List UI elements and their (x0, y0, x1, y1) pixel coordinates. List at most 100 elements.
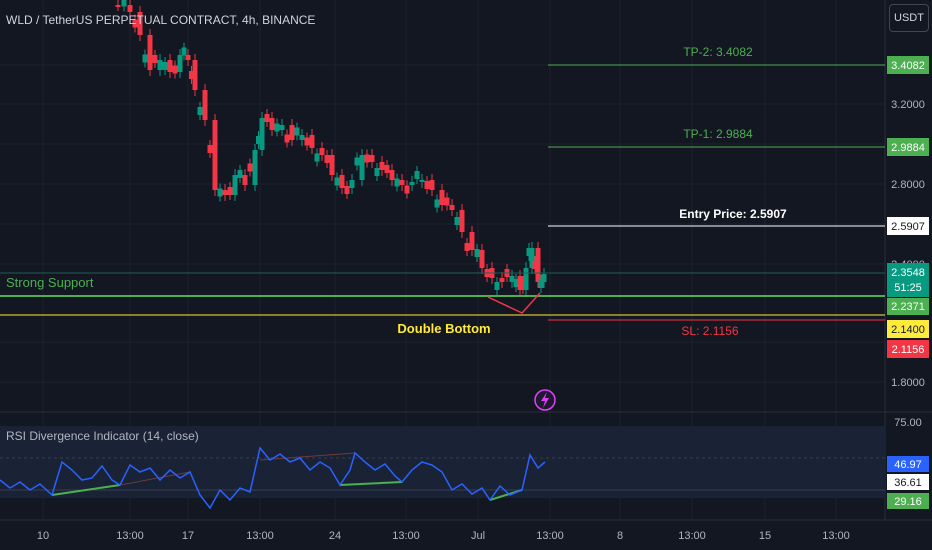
candle-body (364, 154, 370, 163)
entry-price-tag: 2.5907 (887, 217, 929, 235)
candle-body (529, 248, 535, 268)
candle-body (127, 5, 133, 12)
candle-body (137, 12, 143, 35)
candle-body (256, 136, 261, 144)
current-price-tag: 2.3548 51:25 (887, 263, 929, 297)
candle-body (269, 118, 275, 130)
candle-body (354, 157, 360, 166)
sl-price-tag: 2.1156 (887, 340, 929, 358)
candle-body (513, 279, 519, 287)
candle-body (454, 217, 460, 225)
price-tick-1-8: 1.8000 (891, 377, 925, 389)
time-tick: Jul (471, 530, 485, 542)
candle-body (142, 54, 148, 63)
candle-body (339, 175, 345, 188)
candle-body (329, 155, 335, 175)
candle-body (394, 178, 400, 187)
time-tick: 13:00 (246, 530, 274, 542)
candle-body (222, 190, 228, 195)
rsi-bullish-divergence-2 (339, 481, 403, 486)
candle-body (344, 186, 350, 194)
candle-body (444, 197, 450, 206)
candle-body (459, 210, 465, 232)
candle-body (157, 60, 163, 70)
candle-body (237, 170, 243, 178)
candle-body (167, 60, 173, 72)
candle-body (314, 153, 320, 162)
price-tick-3-2: 3.2000 (891, 99, 925, 111)
candle-body (217, 188, 223, 197)
candle-body (517, 276, 523, 290)
rsi-bullish-divergence-1 (51, 484, 121, 496)
candle-body (197, 107, 203, 115)
time-tick: 8 (617, 530, 623, 542)
svg-text:2.1400: 2.1400 (891, 324, 925, 336)
candle-body (304, 137, 310, 146)
candle-body (359, 155, 365, 180)
rsi-bearish-divergence-1 (119, 471, 191, 486)
double-bottom-pattern[interactable] (487, 292, 541, 314)
candle-body (349, 180, 355, 188)
candle-body (162, 62, 168, 70)
candle-body (404, 185, 410, 194)
time-tick: 13:00 (392, 530, 420, 542)
candle-body (384, 165, 390, 173)
candle-body (509, 276, 515, 282)
rsi-tag-46-97: 46.97 (887, 456, 929, 472)
candle-body (115, 5, 121, 7)
candle-body (479, 250, 485, 268)
tp2-label: TP-2: 3.4082 (683, 45, 753, 59)
rsi-line (0, 446, 546, 510)
rsi-title[interactable]: RSI Divergence Indicator (14, close) (6, 429, 199, 443)
candle-body (449, 205, 455, 210)
candle-body (207, 145, 213, 153)
rsi-tag-29-16: 29.16 (887, 493, 929, 509)
candle-body (232, 175, 238, 195)
candle-body (439, 190, 445, 205)
candlestick-series (115, 0, 547, 296)
candle-body (535, 248, 541, 282)
candle-body (419, 180, 425, 182)
svg-text:2.1156: 2.1156 (892, 344, 925, 356)
candle-body (284, 134, 290, 143)
candle-body (389, 170, 395, 180)
price-tick-2-8: 2.8000 (891, 179, 925, 191)
tp2-price-tag: 3.4082 (887, 56, 929, 74)
candle-body (242, 175, 248, 185)
candle-body (374, 168, 380, 176)
candle-body (474, 249, 480, 257)
svg-text:2.3548: 2.3548 (891, 267, 925, 279)
double-bottom-price-tag: 2.1400 (887, 320, 929, 338)
candle-body (299, 135, 305, 140)
currency-unit-button[interactable]: USDT (889, 4, 929, 32)
candle-body (121, 0, 127, 7)
time-tick: 15 (759, 530, 771, 542)
svg-text:36.61: 36.61 (894, 477, 922, 489)
candle-body (334, 177, 340, 186)
svg-text:2.5907: 2.5907 (891, 221, 925, 233)
candle-body (541, 274, 547, 282)
candle-body (132, 19, 138, 28)
candle-body (252, 150, 258, 185)
time-axis[interactable]: 10 13:00 17 13:00 24 13:00 Jul 13:00 8 13:00 15 13:… (37, 530, 850, 542)
entry-label: Entry Price: 2.5907 (679, 207, 787, 221)
candle-body (289, 125, 295, 140)
lightning-icon[interactable] (534, 389, 556, 411)
candle-body (469, 232, 475, 250)
candle-body (414, 171, 420, 179)
candle-body (152, 55, 158, 63)
candle-body (494, 282, 500, 290)
candle-body (185, 55, 191, 60)
candle-body (309, 135, 315, 148)
rsi-axis-top: 75.00 (894, 417, 922, 429)
candle-body (532, 261, 538, 269)
candle-body (399, 180, 405, 185)
svg-text:29.16: 29.16 (894, 496, 922, 508)
symbol-title[interactable]: WLD / TetherUS PERPETUAL CONTRACT, 4h, B… (6, 13, 315, 27)
candle-body (464, 243, 470, 251)
candle-body (227, 187, 233, 195)
candle-body (189, 71, 194, 79)
candle-body (434, 199, 440, 208)
support-label: Strong Support (6, 275, 94, 290)
